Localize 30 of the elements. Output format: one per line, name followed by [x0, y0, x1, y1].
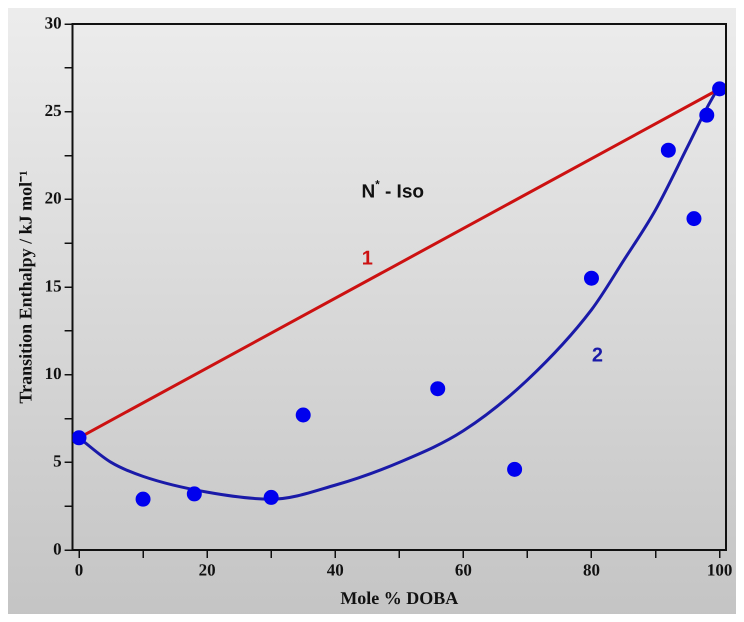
x-tick-label: 80: [582, 560, 600, 580]
y-tick-label: 20: [44, 188, 62, 208]
y-tick-label: 30: [44, 13, 62, 32]
annotation: N* - Iso: [362, 178, 424, 203]
x-axis-title: Mole % DOBA: [340, 588, 458, 608]
y-tick-label: 0: [53, 539, 62, 558]
point: [584, 270, 599, 286]
series-label: 1: [362, 247, 373, 270]
x-tick-label: 20: [198, 560, 216, 580]
y-tick-label: 5: [53, 452, 62, 471]
y-tick-label: 25: [44, 101, 62, 120]
y-tick-label: 15: [44, 276, 62, 296]
point: [699, 108, 714, 123]
point: [72, 430, 87, 446]
y-tick-label: 10: [44, 364, 62, 384]
x-tick-label: 0: [74, 560, 84, 580]
point: [660, 142, 676, 158]
point: [136, 492, 151, 507]
point: [686, 211, 702, 226]
point: [264, 490, 279, 505]
series-label: 2: [592, 344, 604, 366]
point: [507, 462, 522, 477]
x-tick-label: 60: [454, 560, 472, 580]
point: [430, 381, 446, 396]
point: [296, 407, 311, 422]
x-tick-label: 100: [706, 560, 732, 580]
y-axis-title: Transition Enthalpy / kJ mol⁻¹: [15, 170, 36, 404]
point: [186, 486, 202, 502]
point: [712, 81, 726, 96]
x-tick-label: 40: [326, 560, 344, 580]
